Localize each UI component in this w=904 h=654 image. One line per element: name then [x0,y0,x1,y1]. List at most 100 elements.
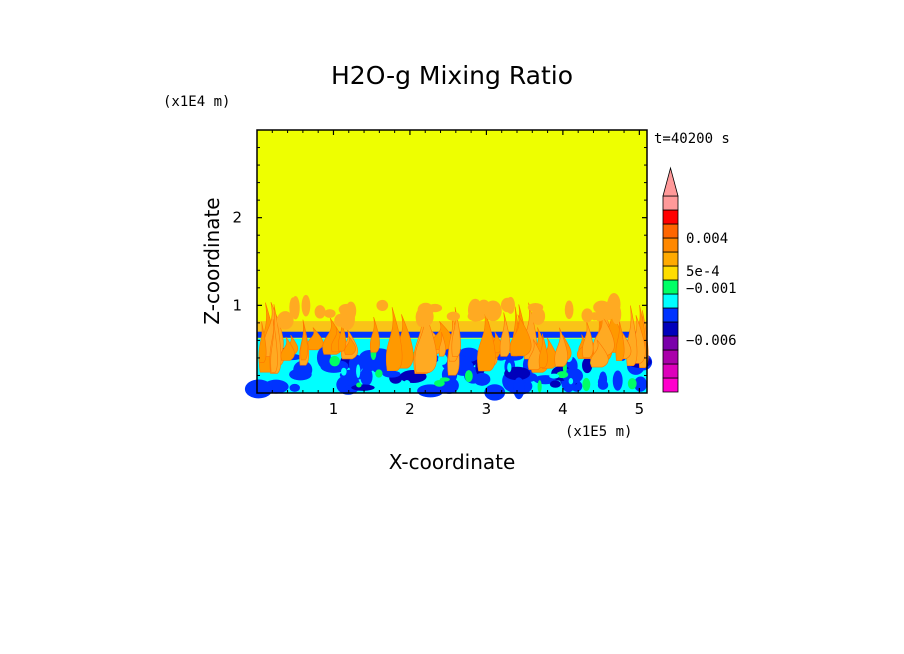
colorbar-segment [662,321,679,337]
field-blob [289,383,300,392]
x-tick-label: 3 [482,400,492,418]
field-plume-top [500,297,515,313]
field-plume-top [564,300,574,320]
field-plume [538,333,548,368]
colorbar-label-1: 5e-4 [686,264,720,280]
field-blob [513,377,525,400]
field-plume-top [324,309,336,318]
field-speckle [356,364,361,378]
field-plume-top [446,311,461,321]
field-blob [597,380,609,390]
colorbar-segment [662,195,679,211]
colorbar-label-0: 0.004 [686,231,728,247]
field-plume-top [376,299,389,312]
field-speckle [537,380,542,393]
field-speckle [438,353,448,365]
x-tick-label: 4 [558,400,568,418]
field-speckle [356,382,362,388]
field-plume-top [484,300,502,322]
x-axis-label: X-coordinate [389,450,516,474]
field-strip [257,321,647,332]
colorbar-extend-max [662,166,679,197]
field-blob [582,357,593,374]
y-unit-label: (x1E4 m) [163,94,230,110]
field-plume-top [581,308,594,323]
y-tick-label: 2 [232,209,242,227]
y-axis-label: Z-coordinate [200,197,224,324]
field-blob [562,367,584,384]
field-blob [244,379,273,399]
field-blob [320,360,348,373]
field-plume-top [415,308,427,327]
colorbar-label-3: −0.006 [686,333,737,349]
field-plume [280,336,295,361]
field-blob [360,367,373,386]
field-plume [499,312,511,357]
field-plume-top [531,307,546,325]
field-blob [417,384,444,398]
field-blob [473,372,491,386]
field-blob [358,349,381,372]
field-plume [590,339,609,368]
field-speckle [340,367,347,376]
colorbar-segment [662,265,679,281]
field-plume-top [527,302,544,312]
colorbar-segment [662,363,679,379]
field-blob [293,360,313,380]
field-blob [351,384,375,391]
field-speckle [434,379,445,387]
field-plume [554,327,568,367]
field-blob [382,370,401,378]
field-plume [385,307,403,372]
field-plume-top [467,298,483,322]
field-blob [634,376,648,392]
field-plume [369,317,380,353]
field-speckle [568,378,574,385]
colorbar [662,166,679,393]
field-plume [300,321,308,361]
field-plume [306,327,324,351]
colorbar-segment [662,307,679,323]
colorbar-segment [662,335,679,351]
colorbar-segment [662,279,679,295]
field-plot [244,130,653,401]
field-plume-top [276,311,294,330]
y-tick-label: 1 [232,296,242,314]
field-plume [451,307,461,357]
colorbar-segment [662,251,679,267]
colorbar-segment [662,349,679,365]
field-plume [270,319,278,373]
x-axis: 1 2 3 4 5 [271,130,645,418]
field-plume [258,321,267,363]
chart-title: H2O-g Mixing Ratio [331,61,573,90]
colorbar-segment [662,237,679,253]
field-speckle [507,362,512,373]
field-speckle [403,379,411,389]
field-speckle [309,353,316,358]
field-plume [509,314,532,357]
field-speckle [627,378,637,390]
x-unit-label: (x1E5 m) [565,424,632,440]
field-plume-top [291,296,300,320]
field-plume-top [301,294,311,317]
field-speckle [549,373,560,379]
field-plume [438,332,446,357]
field-speckle [329,355,340,367]
x-tick-label: 5 [635,400,645,418]
time-label: t=40200 s [654,131,730,147]
plot-frame [256,129,648,394]
field-plume [344,335,357,355]
y-axis: 12 [232,147,647,376]
colorbar-segment [662,377,679,393]
field-plume-top [314,305,326,319]
colorbar-label-2: −0.001 [686,281,737,297]
field-plume-top [605,299,613,321]
colorbar-segment [662,223,679,239]
field-plume-top [594,310,605,322]
field-plume-top [338,311,348,328]
field-speckle [375,369,383,378]
field-speckle [582,377,591,392]
x-tick-label: 1 [329,400,339,418]
field-blob [612,370,623,391]
colorbar-segment [662,209,679,225]
